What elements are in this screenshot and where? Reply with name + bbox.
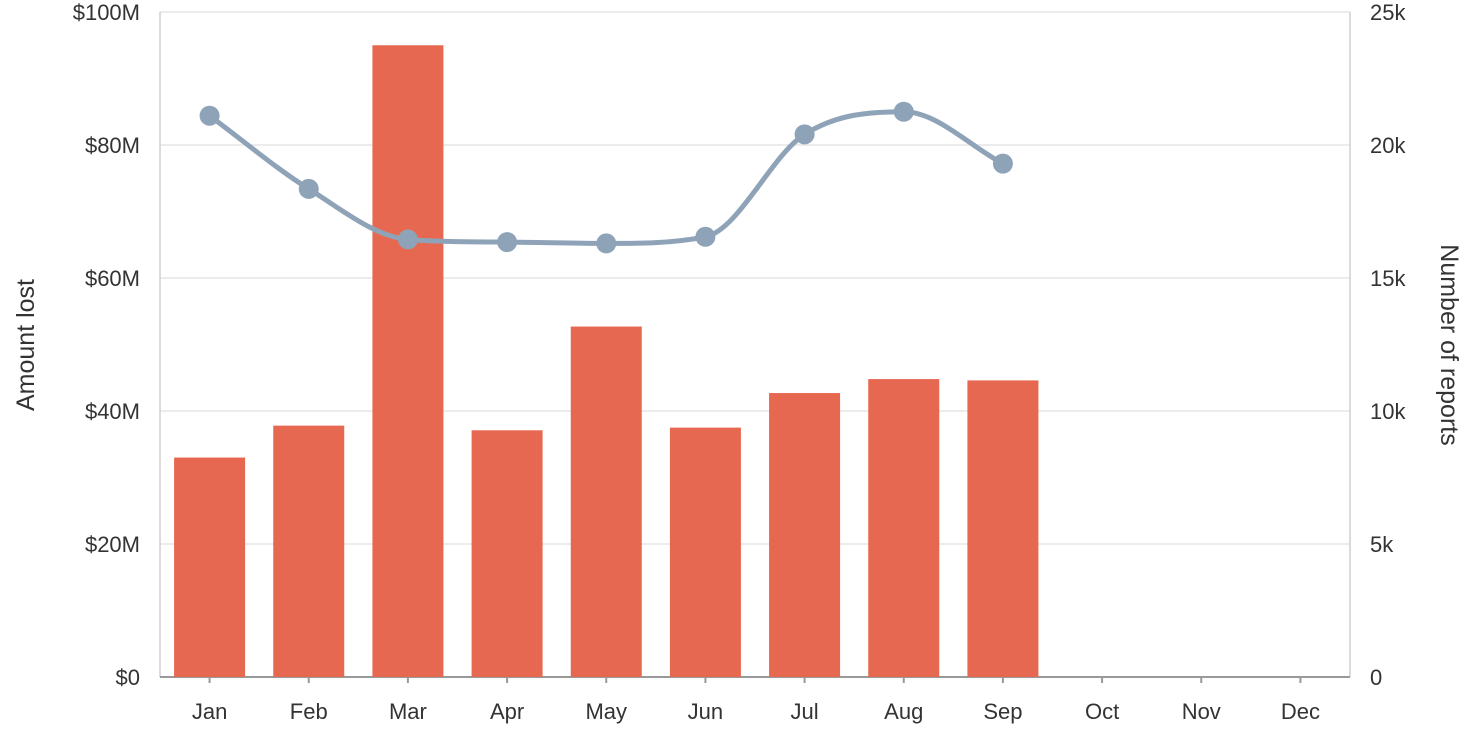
bar-aug [868, 379, 940, 677]
x-tick-label: Jan [192, 699, 227, 724]
x-tick-label: Apr [490, 699, 524, 724]
y-tick-label-right: 0 [1370, 665, 1382, 690]
y-tick-label-right: 15k [1370, 266, 1406, 291]
bar-may [570, 326, 642, 677]
y-tick-label-left: $100M [73, 0, 140, 25]
y-tick-label-left: $40M [85, 399, 140, 424]
x-tick-label: May [585, 699, 627, 724]
gridlines [160, 11, 1350, 545]
reports-point-mar [397, 229, 418, 250]
y-tick-label-right: 25k [1370, 0, 1406, 25]
x-tick-label: Mar [389, 699, 427, 724]
y-tick-label-left: $20M [85, 532, 140, 557]
x-tick-label: Sep [983, 699, 1022, 724]
reports-point-feb [298, 178, 319, 199]
line-series [199, 101, 1013, 254]
x-tick-label: Feb [290, 699, 328, 724]
reports-point-apr [497, 232, 518, 253]
x-tick-label: Aug [884, 699, 923, 724]
x-tick-label: Jun [688, 699, 723, 724]
y-axis-title-left: Amount lost [12, 279, 40, 411]
reports-point-jul [794, 124, 815, 145]
reports-point-sep [992, 153, 1013, 174]
y-tick-label-left: $60M [85, 266, 140, 291]
y-tick-label-right: 20k [1370, 133, 1406, 158]
x-tick-label: Dec [1281, 699, 1320, 724]
y-tick-label-right: 10k [1370, 399, 1406, 424]
axes [159, 12, 1351, 683]
x-tick-label: Jul [791, 699, 819, 724]
reports-point-aug [893, 101, 914, 122]
x-tick-label: Oct [1085, 699, 1119, 724]
y-tick-label-right: 5k [1370, 532, 1394, 557]
bar-sep [967, 380, 1039, 677]
reports-point-jun [695, 226, 716, 247]
bar-series [174, 45, 1039, 677]
bar-jun [669, 427, 741, 677]
reports-line [207, 109, 1006, 246]
bar-jul [769, 393, 841, 677]
y-axis-title-right: Number of reports [1435, 244, 1463, 445]
y-tick-label-left: $0 [116, 665, 140, 690]
bar-feb [273, 425, 345, 677]
reports-point-may [596, 233, 617, 254]
bar-jan [174, 457, 246, 677]
bar-apr [471, 430, 543, 677]
tick-labels: $0 0 $20M 5k $40M 10k $60M 15k $80M 20k $100M 25k Ja… [73, 0, 1407, 724]
bar-mar [372, 45, 444, 677]
reports-point-jan [199, 105, 220, 126]
y-tick-label-left: $80M [85, 133, 140, 158]
x-tick-label: Nov [1182, 699, 1221, 724]
